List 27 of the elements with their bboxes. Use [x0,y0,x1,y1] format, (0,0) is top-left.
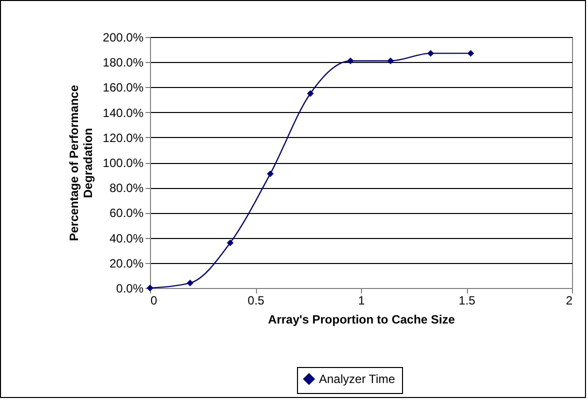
x-tick-label: 1.5 [458,294,476,308]
y-tick-label: 200.0% [102,30,144,44]
y-tick-label: 160.0% [102,80,144,95]
legend-label: Analyzer Time [319,372,396,386]
x-tick-label: 0 [150,294,158,308]
point [387,57,394,64]
y-tick-label: 140.0% [102,106,144,120]
y-tick-label: 40.0% [109,231,144,246]
y-tick-label: 100.0% [102,156,144,170]
y-tick-label: 180.0% [102,56,144,70]
point [266,170,274,178]
point [186,280,194,286]
point [307,90,314,97]
point [427,50,434,57]
y-tick-label: 120.0% [102,130,144,145]
point [467,50,474,57]
y-tick-label: 60.0% [109,206,144,220]
y-tick-label: 20.0% [109,256,144,270]
x-tick-label: 2 [566,294,573,308]
x-tick-label: 0.5 [248,294,265,308]
point [347,57,354,64]
point [226,239,234,246]
x-axis-title: Array's Proportion to Cache Size [268,312,456,326]
y-axis-title: Percentage of Performance Degradation [66,84,95,242]
y-tick-label: 80.0% [109,181,144,196]
y-tick-label: 0.0% [116,282,144,296]
x-tick-label: 1 [358,294,366,308]
